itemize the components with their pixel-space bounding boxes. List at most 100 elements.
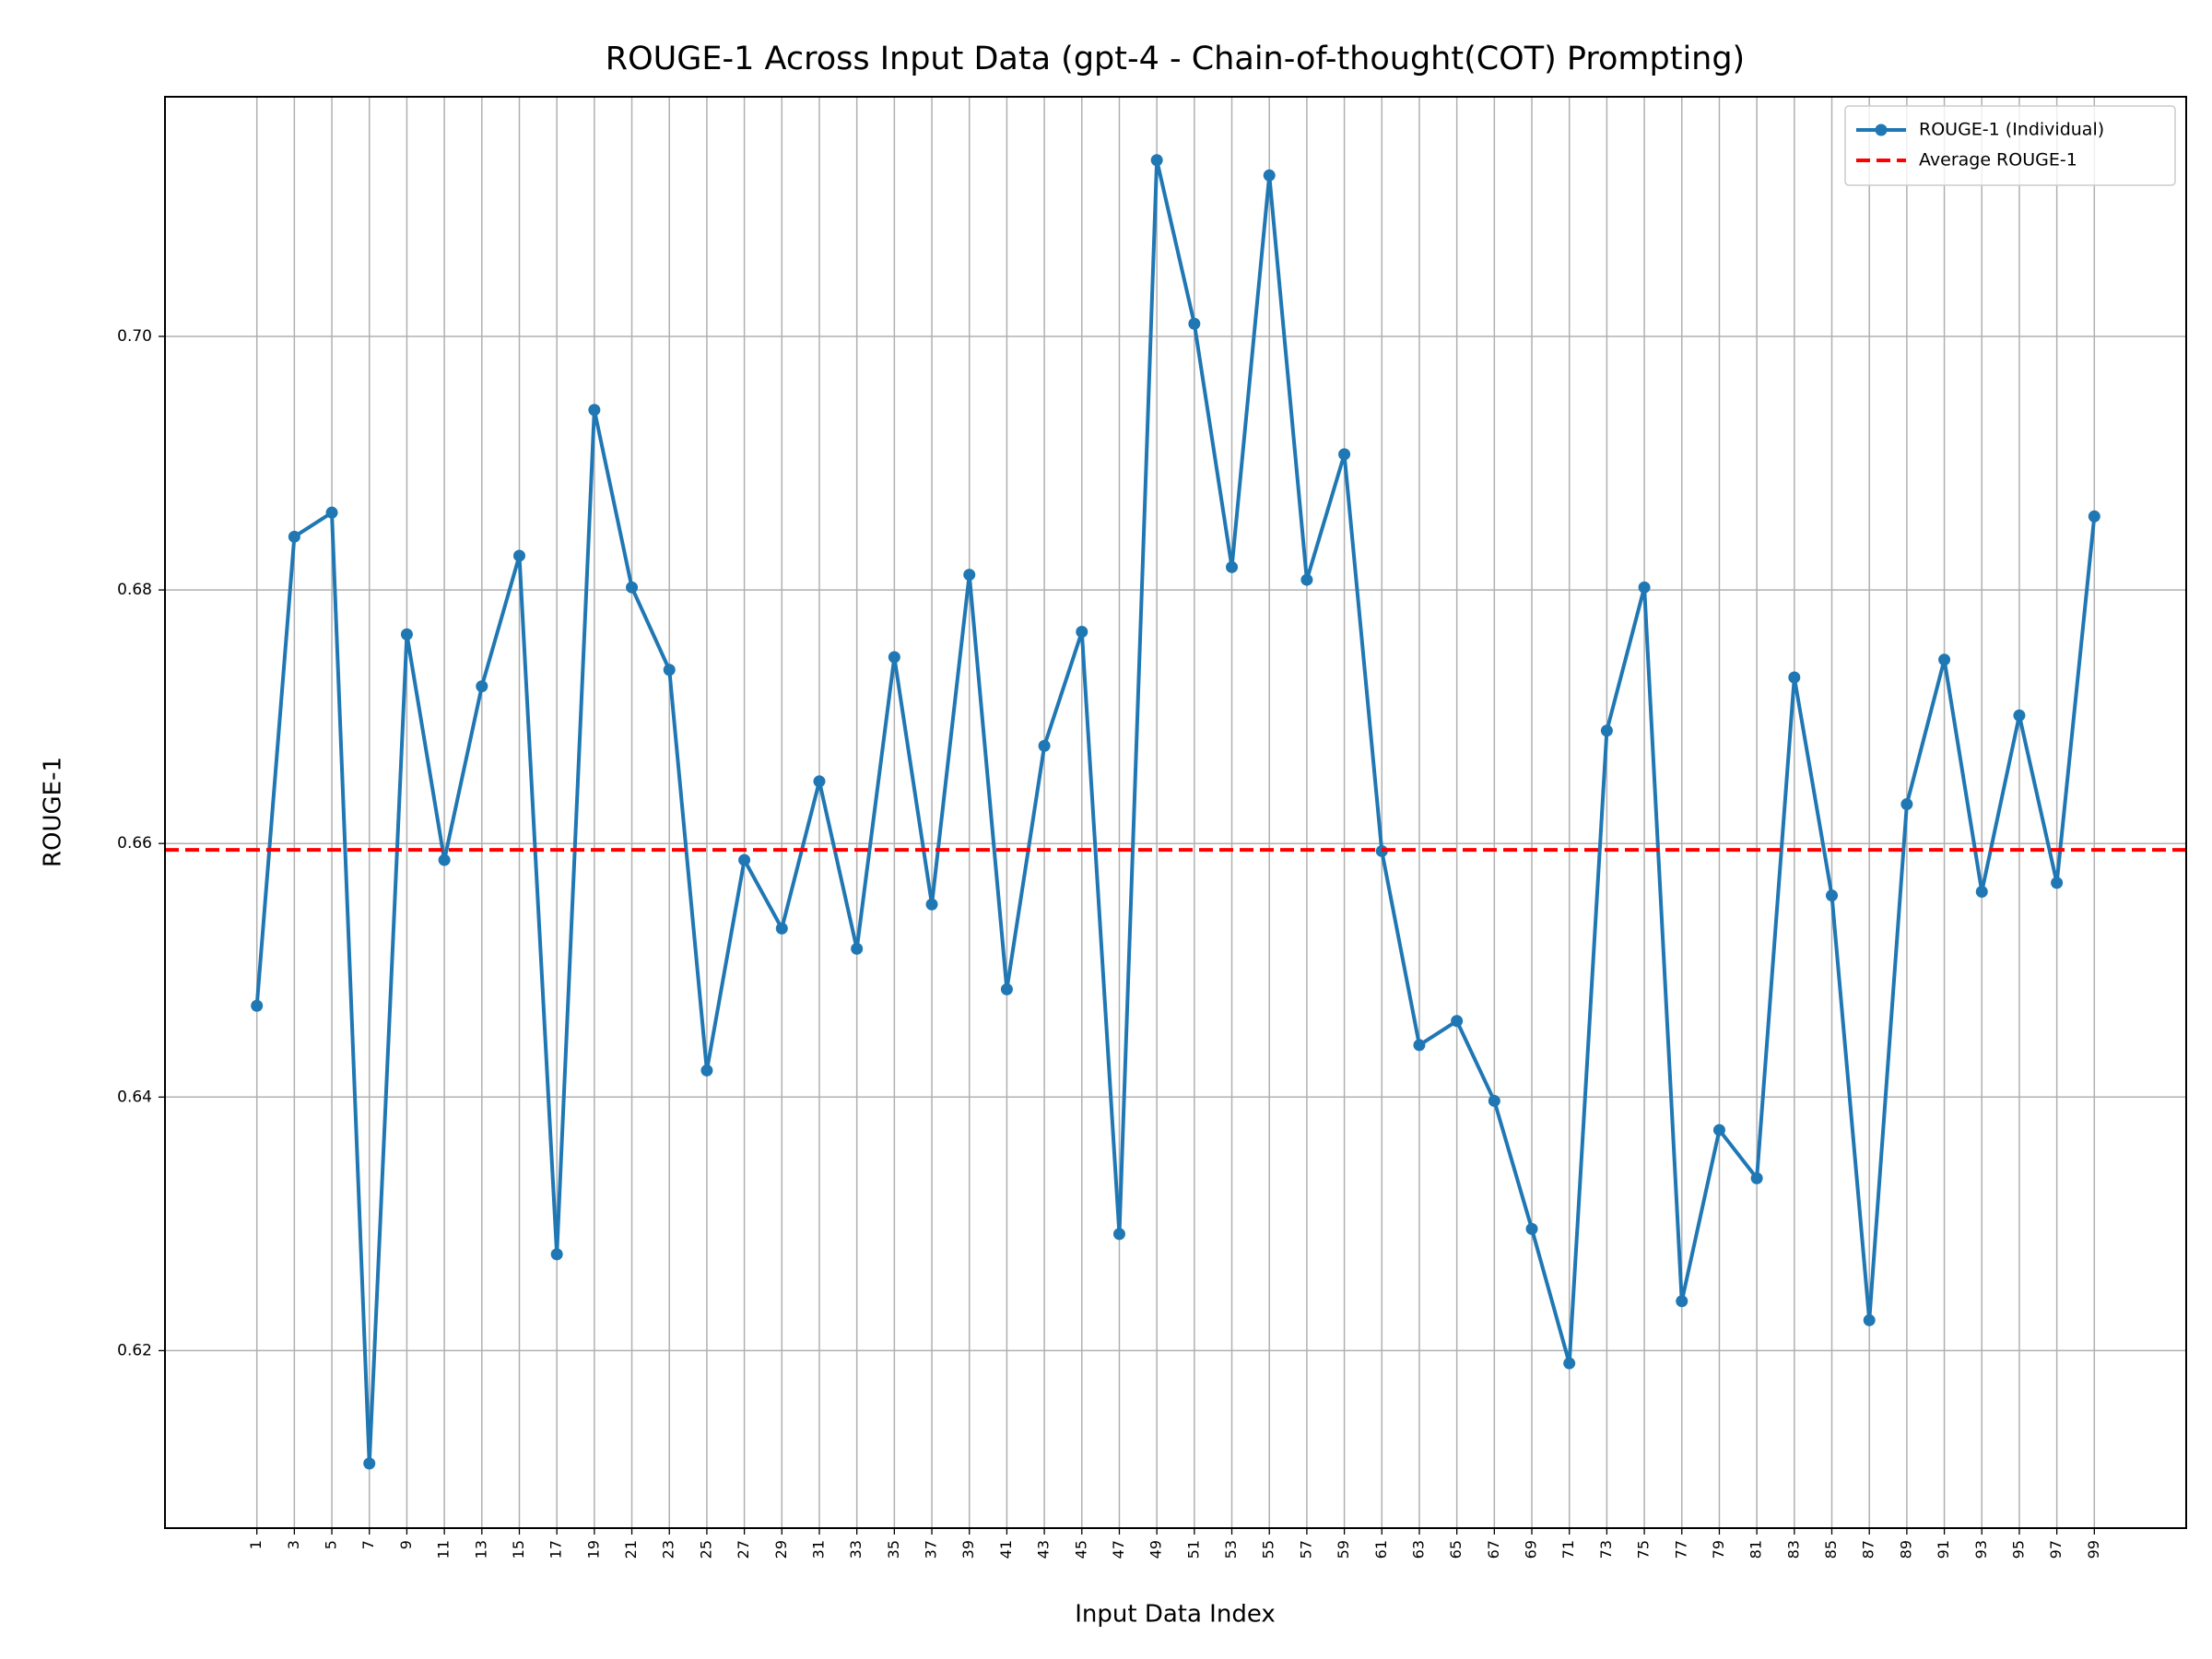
point xyxy=(476,680,488,693)
point xyxy=(1712,1124,1725,1136)
x-tick-label: 45 xyxy=(1072,1540,1089,1559)
point xyxy=(1000,982,1013,995)
point xyxy=(1076,625,1088,638)
point xyxy=(1938,653,1951,666)
point xyxy=(325,506,338,519)
legend-box xyxy=(1844,105,2176,186)
point xyxy=(1975,885,1988,898)
point xyxy=(400,628,413,641)
x-tick-label: 15 xyxy=(510,1540,527,1559)
point xyxy=(438,853,451,866)
point xyxy=(1900,798,1913,811)
point xyxy=(1863,1313,1876,1326)
point xyxy=(1788,671,1801,684)
y-tick-label: 0.64 xyxy=(117,1088,152,1106)
y-tick-label: 0.66 xyxy=(117,834,152,853)
point xyxy=(775,922,788,935)
x-tick-label: 49 xyxy=(1147,1540,1165,1559)
x-tick-label: 85 xyxy=(1822,1540,1840,1559)
point xyxy=(251,999,264,1012)
legend: ROUGE-1 (Individual) Average ROUGE-1 xyxy=(1844,105,2176,186)
x-tick-label: 7 xyxy=(359,1540,377,1549)
point xyxy=(925,898,938,911)
x-tick-label: 65 xyxy=(1447,1540,1465,1559)
point xyxy=(851,942,864,955)
point xyxy=(1676,1295,1688,1308)
legend-label: ROUGE-1 (Individual) xyxy=(1919,120,2104,140)
point xyxy=(1525,1222,1538,1235)
x-tick-label: 55 xyxy=(1260,1540,1277,1559)
x-axis-label: Input Data Index xyxy=(1075,1601,1276,1629)
chart-title: ROUGE-1 Across Input Data (gpt-4 - Chain… xyxy=(606,41,1745,77)
point xyxy=(1826,889,1839,902)
x-tick-label: 79 xyxy=(1710,1540,1727,1559)
x-tick-label: 91 xyxy=(1935,1540,1952,1559)
x-tick-label: 29 xyxy=(772,1540,790,1559)
x-tick-label: 25 xyxy=(697,1540,714,1559)
plot-frame xyxy=(164,96,2187,1529)
y-tick-label: 0.70 xyxy=(117,327,152,346)
point xyxy=(588,404,601,417)
y-tick-label: 0.68 xyxy=(117,581,152,599)
point xyxy=(1413,1039,1426,1052)
x-tick-label: 1 xyxy=(247,1540,265,1549)
x-tick-label: 3 xyxy=(285,1540,302,1549)
y-tick-label: 0.62 xyxy=(117,1341,152,1359)
point xyxy=(1263,169,1276,182)
point xyxy=(550,1248,563,1261)
legend-label: Average ROUGE-1 xyxy=(1919,150,2077,171)
x-tick-label: 59 xyxy=(1335,1540,1352,1559)
x-tick-label: 53 xyxy=(1222,1540,1240,1559)
x-tick-label: 11 xyxy=(435,1540,453,1559)
x-tick-label: 89 xyxy=(1897,1540,1914,1559)
x-tick-label: 93 xyxy=(1972,1540,1990,1559)
x-tick-label: 33 xyxy=(847,1540,865,1559)
series-line xyxy=(254,158,2097,1465)
x-tick-label: 83 xyxy=(1784,1540,1802,1559)
x-tick-label: 57 xyxy=(1297,1540,1314,1559)
point xyxy=(512,549,525,562)
x-tick-label: 5 xyxy=(323,1540,340,1549)
x-tick-label: 39 xyxy=(959,1540,977,1559)
x-tick-label: 77 xyxy=(1672,1540,1689,1559)
x-tick-label: 13 xyxy=(472,1540,489,1559)
x-tick-label: 41 xyxy=(997,1540,1015,1559)
x-tick-label: 21 xyxy=(622,1540,640,1559)
point xyxy=(1563,1357,1576,1370)
x-tick-label: 87 xyxy=(1860,1540,1877,1559)
point xyxy=(813,775,826,788)
x-tick-label: 61 xyxy=(1372,1540,1390,1559)
x-tick-label: 9 xyxy=(397,1540,415,1549)
x-tick-label: 27 xyxy=(735,1540,752,1559)
point xyxy=(1638,581,1651,594)
legend-marker xyxy=(1875,124,1888,136)
x-tick-label: 73 xyxy=(1597,1540,1615,1559)
point xyxy=(888,651,900,664)
point xyxy=(1226,560,1239,573)
point xyxy=(963,569,976,582)
point xyxy=(1338,448,1351,461)
point xyxy=(626,581,639,594)
point xyxy=(1188,317,1201,330)
point xyxy=(1600,724,1613,737)
x-tick-label: 43 xyxy=(1035,1540,1053,1559)
x-tick-label: 69 xyxy=(1523,1540,1540,1559)
point xyxy=(1488,1094,1500,1107)
x-tick-label: 75 xyxy=(1635,1540,1653,1559)
x-tick-label: 19 xyxy=(584,1540,602,1559)
x-tick-label: 97 xyxy=(2047,1540,2065,1559)
y-axis-label: ROUGE-1 xyxy=(40,757,67,867)
point xyxy=(738,853,751,866)
point xyxy=(663,664,676,677)
point xyxy=(2051,877,2064,889)
x-tick-label: 31 xyxy=(809,1540,827,1559)
point xyxy=(288,530,300,543)
x-tick-label: 47 xyxy=(1110,1540,1127,1559)
point xyxy=(1150,154,1163,167)
point xyxy=(1451,1015,1464,1028)
point xyxy=(1038,739,1051,752)
point xyxy=(2013,709,2026,722)
x-tick-label: 37 xyxy=(923,1540,940,1559)
point xyxy=(1112,1228,1125,1241)
